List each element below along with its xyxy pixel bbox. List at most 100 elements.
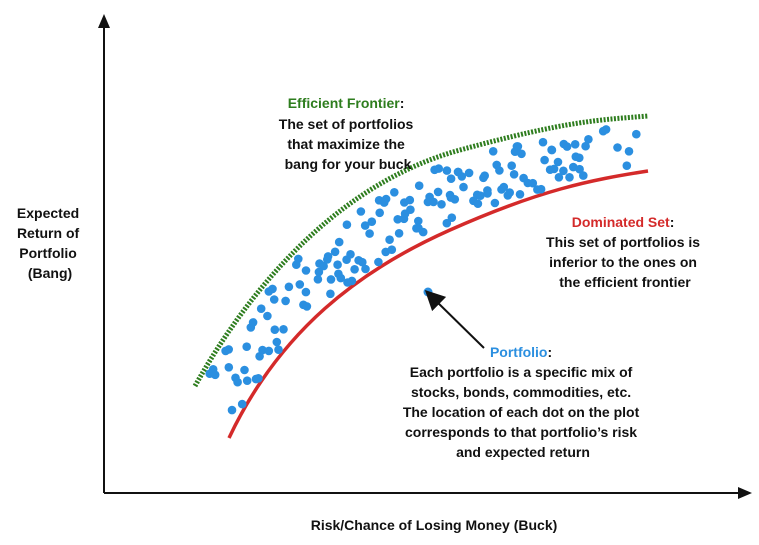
portfolio-dot — [319, 261, 328, 271]
portfolio-dot — [356, 207, 366, 216]
portfolio-dot — [242, 342, 251, 352]
portfolio-dot — [559, 166, 568, 176]
portfolio-dot — [473, 199, 483, 208]
portfolio-dot — [512, 142, 522, 151]
portfolio-dot — [390, 188, 399, 197]
portfolio-dot — [272, 337, 282, 347]
portfolio-dot — [263, 311, 272, 321]
portfolio-dot — [281, 296, 290, 306]
dominated-heading: Dominated Set — [572, 214, 670, 230]
portfolio-dot — [447, 213, 457, 222]
portfolio-dot — [406, 205, 415, 214]
portfolio-dot — [442, 218, 452, 228]
portfolio-dot — [269, 295, 279, 304]
dominated-set-curve — [227, 169, 649, 439]
portfolio-dot — [459, 182, 468, 192]
y-axis-arrowhead — [98, 14, 110, 28]
portfolio-dot — [295, 280, 305, 289]
portfolio-dot — [374, 257, 383, 267]
portfolio-dot — [581, 141, 590, 151]
y-axis-title: Expected Return of Portfolio (Bang) — [17, 205, 83, 281]
portfolio-dot — [326, 289, 335, 299]
portfolio-dot — [342, 220, 352, 229]
portfolio-dot — [326, 275, 336, 284]
portfolio-dot — [553, 157, 563, 167]
portfolio-dot — [294, 254, 303, 264]
portfolio-dot — [429, 197, 438, 207]
portfolio-dot — [330, 247, 340, 257]
portfolio-dot — [490, 198, 500, 208]
x-axis-title: Risk/Chance of Losing Money (Buck) — [311, 517, 558, 533]
portfolio-dot — [334, 237, 344, 247]
portfolio-dot — [584, 135, 593, 144]
portfolio-dot — [547, 145, 557, 155]
portfolio-dot — [224, 345, 233, 354]
portfolio-dot — [358, 257, 367, 267]
portfolio-dot — [565, 173, 574, 182]
portfolio-dot — [346, 250, 355, 259]
portfolio-dot — [314, 267, 324, 277]
portfolio-dot — [476, 191, 485, 200]
portfolio-dot — [381, 194, 391, 204]
portfolio-dot — [240, 365, 249, 375]
portfolio-dot — [301, 287, 311, 297]
portfolio-dot — [237, 399, 247, 409]
portfolio-dot — [302, 302, 312, 311]
highlighted-portfolio-dot — [423, 287, 433, 297]
portfolio-dot — [540, 155, 549, 165]
portfolio-dot — [256, 304, 266, 314]
frontier-annotation: Efficient Frontier: The set of portfolio… — [279, 95, 417, 172]
portfolio-dot — [549, 164, 559, 174]
x-axis-arrowhead — [738, 487, 752, 499]
portfolio-dot — [433, 187, 443, 197]
portfolio-dot — [479, 173, 488, 183]
portfolio-dot — [579, 171, 588, 180]
portfolio-dot — [268, 284, 277, 294]
portfolio-dot — [488, 147, 498, 156]
portfolio-dot — [394, 229, 404, 238]
portfolio-dot — [515, 190, 525, 199]
portfolio-dot — [434, 164, 444, 173]
portfolio-dot — [233, 377, 242, 387]
portfolio-dot — [457, 172, 467, 181]
frontier-heading: Efficient Frontier — [288, 95, 401, 111]
portfolio-dot — [624, 147, 634, 156]
portfolio-dot — [505, 188, 514, 197]
portfolio-dot — [632, 129, 641, 139]
portfolio-dot — [575, 153, 584, 163]
portfolio-dot — [210, 370, 220, 380]
portfolio-dot — [254, 374, 263, 383]
portfolio-dot — [495, 166, 504, 175]
portfolio-dot — [360, 221, 370, 230]
portfolio-dot — [375, 208, 385, 218]
portfolio-dot — [367, 217, 377, 226]
portfolio-dot — [446, 174, 456, 183]
portfolio-dot — [264, 346, 274, 356]
portfolio-dot — [528, 178, 538, 188]
portfolio-dot — [517, 149, 526, 159]
portfolio-dot — [248, 318, 258, 327]
portfolio-pointer-arrow — [424, 289, 485, 349]
portfolio-dot — [387, 245, 397, 254]
portfolio-dots — [205, 125, 641, 415]
portfolio-dot — [301, 266, 311, 275]
portfolio-dot — [575, 164, 584, 174]
portfolio-dot — [509, 170, 519, 179]
dominated-annotation: Dominated Set: This set of portfolios is… — [546, 214, 704, 290]
portfolio-dot — [284, 282, 294, 292]
portfolio-dot — [613, 143, 622, 152]
portfolio-dot — [418, 227, 428, 237]
portfolio-dot — [385, 235, 394, 244]
portfolio-dot — [499, 182, 509, 192]
portfolio-annotation: Portfolio: Each portfolio is a specific … — [403, 344, 643, 460]
portfolio-dot — [570, 140, 580, 149]
portfolio-dot — [464, 168, 474, 178]
portfolio-dot — [365, 229, 374, 238]
portfolio-dot — [536, 184, 546, 194]
portfolio-dot — [601, 125, 611, 134]
portfolio-dot — [227, 405, 237, 415]
portfolio-dot — [270, 325, 280, 335]
portfolio-dot — [554, 173, 564, 182]
portfolio-dot — [393, 215, 403, 224]
